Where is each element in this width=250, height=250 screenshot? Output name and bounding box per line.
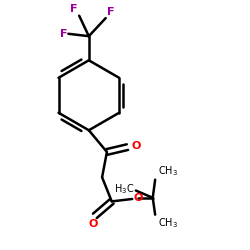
Text: F: F <box>60 29 67 39</box>
Text: CH$_3$: CH$_3$ <box>158 216 178 230</box>
Text: F: F <box>70 4 78 15</box>
Text: O: O <box>134 193 143 203</box>
Text: F: F <box>107 7 114 17</box>
Text: H$_3$C: H$_3$C <box>114 182 135 196</box>
Text: CH$_3$: CH$_3$ <box>158 164 178 178</box>
Text: O: O <box>89 220 98 230</box>
Text: O: O <box>131 141 140 151</box>
